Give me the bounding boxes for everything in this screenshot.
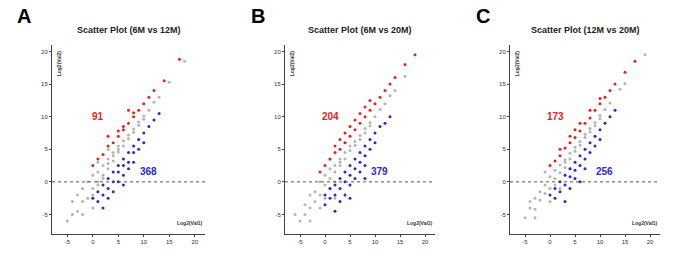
svg-text:C: C xyxy=(476,5,490,27)
svg-text:5: 5 xyxy=(348,239,352,245)
svg-text:5: 5 xyxy=(573,239,577,245)
svg-text:Scatter Plot (6M vs 20M): Scatter Plot (6M vs 20M) xyxy=(308,25,412,35)
svg-text:256: 256 xyxy=(596,166,613,177)
svg-text:Log2(Val1): Log2(Val1) xyxy=(407,220,433,226)
svg-text:20: 20 xyxy=(41,49,48,55)
svg-text:Scatter Plot (6M vs 12M): Scatter Plot (6M vs 12M) xyxy=(77,25,181,35)
svg-text:5: 5 xyxy=(502,146,506,152)
svg-text:10: 10 xyxy=(274,114,281,120)
svg-text:20: 20 xyxy=(499,49,506,55)
svg-text:15: 15 xyxy=(274,81,281,87)
svg-text:368: 368 xyxy=(140,166,157,177)
svg-text:Log2(Val2): Log2(Val2) xyxy=(514,51,520,77)
svg-text:15: 15 xyxy=(499,81,506,87)
svg-text:5: 5 xyxy=(277,146,281,152)
svg-text:B: B xyxy=(251,5,265,27)
svg-text:-5: -5 xyxy=(297,239,303,245)
svg-text:204: 204 xyxy=(322,111,339,122)
svg-text:5: 5 xyxy=(117,239,121,245)
svg-text:0: 0 xyxy=(91,239,95,245)
svg-text:A: A xyxy=(17,5,31,27)
svg-text:Log2(Val1): Log2(Val1) xyxy=(177,220,203,226)
svg-text:10: 10 xyxy=(597,239,604,245)
svg-text:379: 379 xyxy=(371,166,388,177)
svg-text:Log2(Val2): Log2(Val2) xyxy=(56,51,62,77)
svg-text:10: 10 xyxy=(499,114,506,120)
svg-text:10: 10 xyxy=(140,239,147,245)
svg-text:0: 0 xyxy=(44,179,48,185)
svg-text:15: 15 xyxy=(397,239,404,245)
svg-text:15: 15 xyxy=(166,239,173,245)
svg-text:20: 20 xyxy=(191,239,198,245)
svg-text:5: 5 xyxy=(44,146,48,152)
svg-text:15: 15 xyxy=(41,81,48,87)
svg-text:Log2(Val2): Log2(Val2) xyxy=(289,51,295,77)
svg-text:0: 0 xyxy=(548,239,552,245)
svg-text:10: 10 xyxy=(41,114,48,120)
svg-text:-5: -5 xyxy=(275,212,281,218)
svg-text:-5: -5 xyxy=(522,239,528,245)
svg-text:-5: -5 xyxy=(500,212,506,218)
svg-text:-5: -5 xyxy=(42,212,48,218)
svg-text:20: 20 xyxy=(274,49,281,55)
svg-text:15: 15 xyxy=(622,239,629,245)
svg-text:20: 20 xyxy=(647,239,654,245)
svg-text:-5: -5 xyxy=(65,239,71,245)
svg-text:20: 20 xyxy=(422,239,429,245)
svg-text:0: 0 xyxy=(502,179,506,185)
svg-text:Log2(Val1): Log2(Val1) xyxy=(632,220,658,226)
svg-text:173: 173 xyxy=(547,111,564,122)
svg-text:Scatter Plot (12M vs 20M): Scatter Plot (12M vs 20M) xyxy=(531,25,640,35)
svg-text:0: 0 xyxy=(277,179,281,185)
svg-text:0: 0 xyxy=(323,239,327,245)
svg-text:10: 10 xyxy=(372,239,379,245)
svg-text:91: 91 xyxy=(92,111,104,122)
